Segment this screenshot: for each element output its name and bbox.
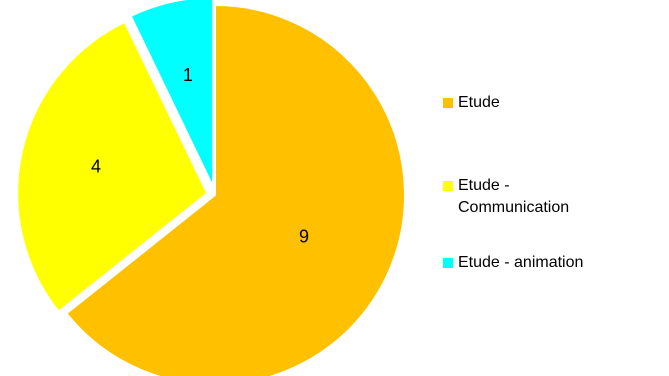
data-label-etude: 9 [299,227,309,247]
pie-slice-etude [65,3,406,376]
chart-legend: Etude Etude - Communication Etude - anim… [443,0,669,376]
data-label-etude-animation: 1 [183,65,193,85]
legend-label-etude-communication: Etude - Communication [458,177,570,216]
data-label-etude-communication: 4 [91,157,101,177]
legend-item-etude-animation: Etude - animation [443,252,583,274]
pie-chart-svg: 9 4 1 [16,0,406,376]
pie-slice-etude-communication [16,20,209,314]
legend-item-etude-communication: Etude - Communication [443,175,569,219]
legend-swatch-etude-communication [443,181,453,191]
legend-swatch-etude [443,98,453,108]
pie-slice-etude-animation [129,0,215,188]
legend-label-etude: Etude [458,94,500,111]
legend-label-etude-animation: Etude - animation [458,254,584,271]
legend-item-etude: Etude [443,92,500,114]
legend-swatch-etude-animation [443,258,453,268]
